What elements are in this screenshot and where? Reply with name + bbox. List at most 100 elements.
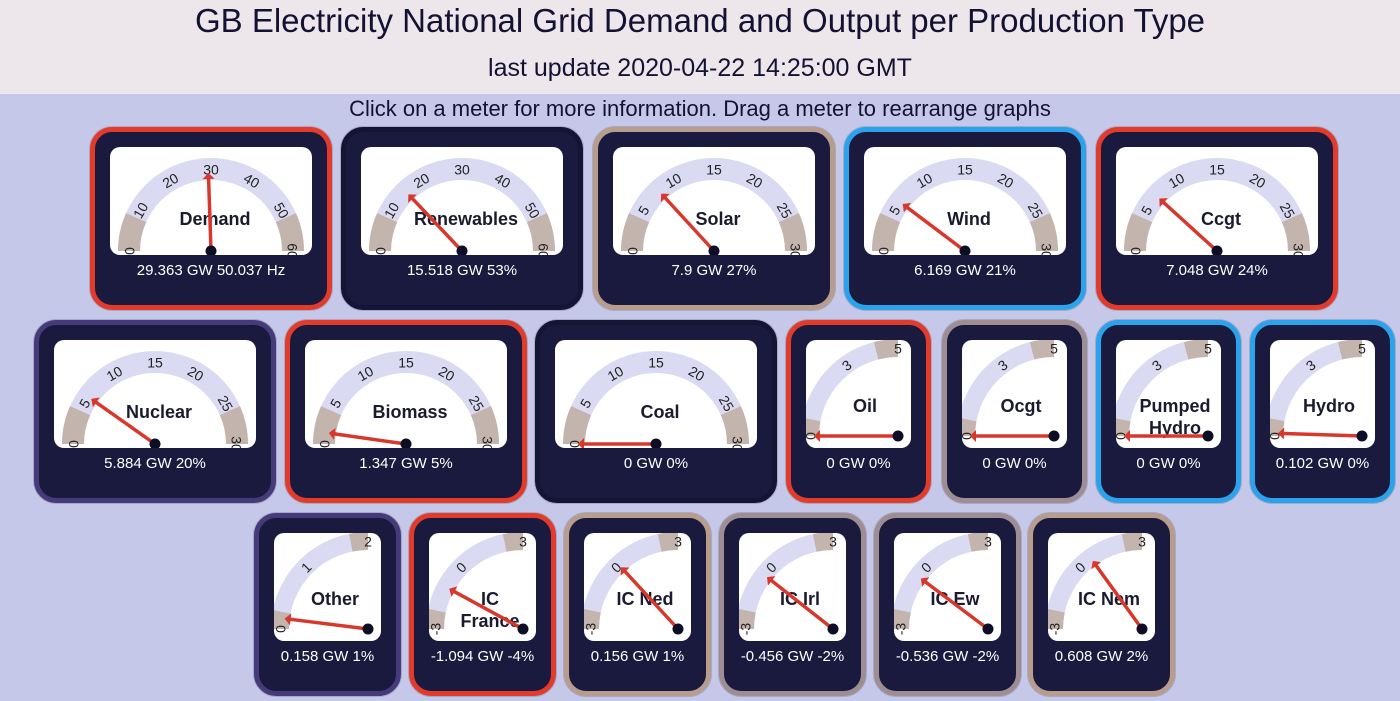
needle-head — [408, 194, 417, 203]
needle-head — [91, 397, 100, 408]
meter-oil[interactable]: 035Oil 0 GW 0% — [786, 320, 931, 503]
tick-label: 20 — [686, 363, 708, 385]
meter-reading: 0 GW 0% — [826, 455, 891, 472]
tick-label: 40 — [492, 170, 514, 192]
meter-nuclear[interactable]: 0 5 10 15 20 25 30 Nuclear 5.884 GW 20% — [34, 320, 276, 503]
tick-label: 0 — [373, 247, 389, 255]
tick-label: 30 — [454, 162, 470, 178]
meter-face: 0 5 10 15 20 25 30 Ccgt — [1116, 147, 1318, 255]
needle-head — [1124, 430, 1130, 442]
meter-ic-irl[interactable]: -3 0 3 IC Irl -0.456 GW -2% — [719, 513, 866, 696]
meter-label: Demand — [179, 209, 250, 229]
meter-demand[interactable]: 0 10 20 30 40 50 60 Demand 29.363 GW 50.037 Hz — [90, 127, 332, 310]
meter-ic-nem[interactable]: -3 0 3 IC Nem 0.608 GW 2% — [1028, 513, 1175, 696]
meter-ic-ew[interactable]: -3 0 3 IC Ew -0.536 GW -2% — [874, 513, 1021, 696]
tick-label: 20 — [744, 170, 766, 192]
tick-label: 0 — [274, 625, 289, 633]
tick-label: 0 — [567, 440, 583, 448]
meter-face: 0 5 10 15 20 25 30 Biomass — [305, 340, 507, 448]
gauge-segment — [871, 213, 901, 252]
meter-face: 035PumpedHydro — [1116, 340, 1221, 448]
meter-reading: 1.347 GW 5% — [359, 455, 453, 472]
meter-renewables[interactable]: 0 10 20 30 40 50 60 Renewables 15.518 GW 53% — [341, 127, 583, 310]
gauge-dial: 035Oil — [806, 340, 904, 442]
meter-pumped-hydro[interactable]: 035PumpedHydro0 GW 0% — [1096, 320, 1241, 503]
gauge-dial: 035Ocgt — [962, 340, 1060, 442]
meter-reading: 0.102 GW 0% — [1275, 455, 1370, 472]
meter-ocgt[interactable]: 035Ocgt0 GW 0% — [942, 320, 1087, 503]
meter-label: IC Nem — [1078, 589, 1140, 609]
gauge-segment — [526, 213, 556, 252]
tick-label: 50 — [522, 200, 544, 222]
meter-reading: 0.608 GW 2% — [1054, 648, 1149, 665]
gauge-segment — [657, 533, 679, 552]
gauge-segment — [562, 406, 592, 445]
meter-hydro[interactable]: 035Hydro0.102 GW 0% — [1250, 320, 1395, 503]
tick-label: 30 — [787, 243, 803, 255]
tick-label: 5 — [1358, 341, 1366, 357]
meter-ic-ned[interactable]: -3 0 3 IC Ned 0.156 GW 1% — [564, 513, 711, 696]
gauge-segment — [1121, 533, 1143, 552]
tick-label: 30 — [1038, 243, 1054, 255]
tick-label: -3 — [739, 623, 754, 636]
meter-ic-france[interactable]: -3 0 3 IC France -1.094 GW -4% — [409, 513, 556, 696]
gauge-segment — [429, 609, 446, 630]
gauge-dial: 035PumpedHydro — [1116, 340, 1214, 442]
meter-wind[interactable]: 0 5 10 15 20 25 30 Wind 6.169 GW 21% — [844, 127, 1086, 310]
gauge-segment — [1029, 340, 1055, 360]
meter-reading: 15.518 GW 53% — [406, 262, 518, 279]
tick-label: 0 — [1128, 247, 1144, 255]
meter-label: Solar — [695, 209, 740, 229]
gauge-segment — [349, 533, 369, 552]
gauge-dial: 0 10 20 30 40 50 60 Renewables — [368, 158, 556, 255]
gauge-segment — [274, 610, 291, 630]
gauge-segment — [470, 406, 500, 445]
gauge-needle — [288, 617, 370, 631]
tick-label: 0 — [1270, 432, 1283, 440]
meter-other[interactable]: 0 1 2 Other 0.158 GW 1% — [254, 513, 401, 696]
needle-hub — [400, 438, 412, 448]
gauge-track — [894, 533, 989, 630]
gauge-segment — [584, 609, 601, 630]
tick-label: 10 — [1166, 170, 1188, 192]
meter-face: 0 5 10 15 20 25 30 Nuclear — [54, 340, 256, 448]
tick-label: 15 — [1209, 162, 1225, 178]
meter-solar[interactable]: 0 5 10 15 20 25 30 Solar 7.9 GW 27% — [593, 127, 835, 310]
meter-ccgt[interactable]: 0 5 10 15 20 25 30 Ccgt 7.048 GW 24% — [1096, 127, 1338, 310]
tick-label: 20 — [411, 170, 433, 192]
tick-label: 15 — [706, 162, 722, 178]
tick-label: 10 — [605, 363, 627, 385]
tick-label: 10 — [130, 199, 152, 221]
tick-label: 3 — [674, 534, 682, 550]
needle-hub — [1136, 623, 1148, 635]
meter-biomass[interactable]: 0 5 10 15 20 25 30 Biomass 1.347 GW 5% — [285, 320, 527, 503]
needle-hub — [205, 245, 217, 255]
meter-face: 0 1 2 Other — [274, 533, 381, 641]
gauge-segment — [894, 609, 911, 630]
gauge-track — [1124, 158, 1310, 252]
meter-reading: 6.169 GW 21% — [914, 262, 1016, 279]
gauge-track — [274, 533, 369, 630]
gauge-dial: 0 10 20 30 40 50 60 Demand — [117, 158, 305, 255]
needle-hub — [456, 245, 468, 255]
needle-head — [620, 567, 630, 576]
tick-label: 0 — [122, 247, 138, 255]
gauge-segment — [275, 213, 305, 252]
meter-coal[interactable]: 0 5 10 15 20 25 30 Coal 0 GW 0% — [535, 320, 777, 503]
tick-label: 5 — [894, 341, 902, 357]
gauge-segment — [1270, 418, 1285, 437]
gauge-segment — [61, 406, 91, 445]
meter-face: -3 0 3 IC Ned — [584, 533, 691, 641]
tick-label: 30 — [729, 436, 745, 448]
meter-reading: 0.156 GW 1% — [590, 648, 685, 665]
gauge-segment — [967, 533, 989, 552]
gauge-segment — [962, 418, 977, 437]
needle-hub — [1202, 430, 1214, 442]
tick-label: 0 — [962, 432, 975, 440]
needle-hub — [708, 245, 720, 255]
instructions-text: Click on a meter for more information. D… — [349, 96, 1051, 121]
gauge-segment — [873, 340, 899, 360]
